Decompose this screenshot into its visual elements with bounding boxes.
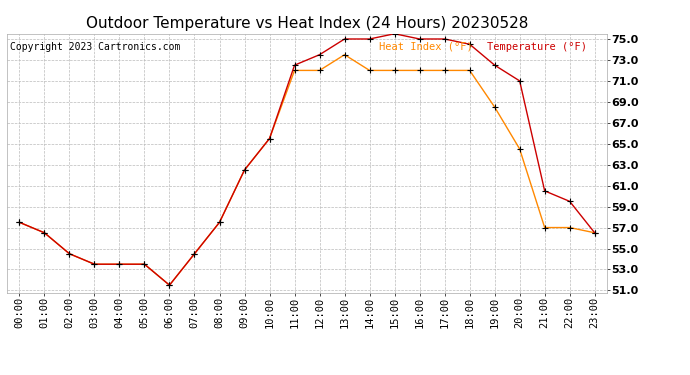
Text: Temperature (°F): Temperature (°F) [487, 42, 587, 51]
Title: Outdoor Temperature vs Heat Index (24 Hours) 20230528: Outdoor Temperature vs Heat Index (24 Ho… [86, 16, 529, 31]
Text: Heat Index (°F): Heat Index (°F) [379, 42, 473, 51]
Text: Copyright 2023 Cartronics.com: Copyright 2023 Cartronics.com [10, 42, 180, 51]
